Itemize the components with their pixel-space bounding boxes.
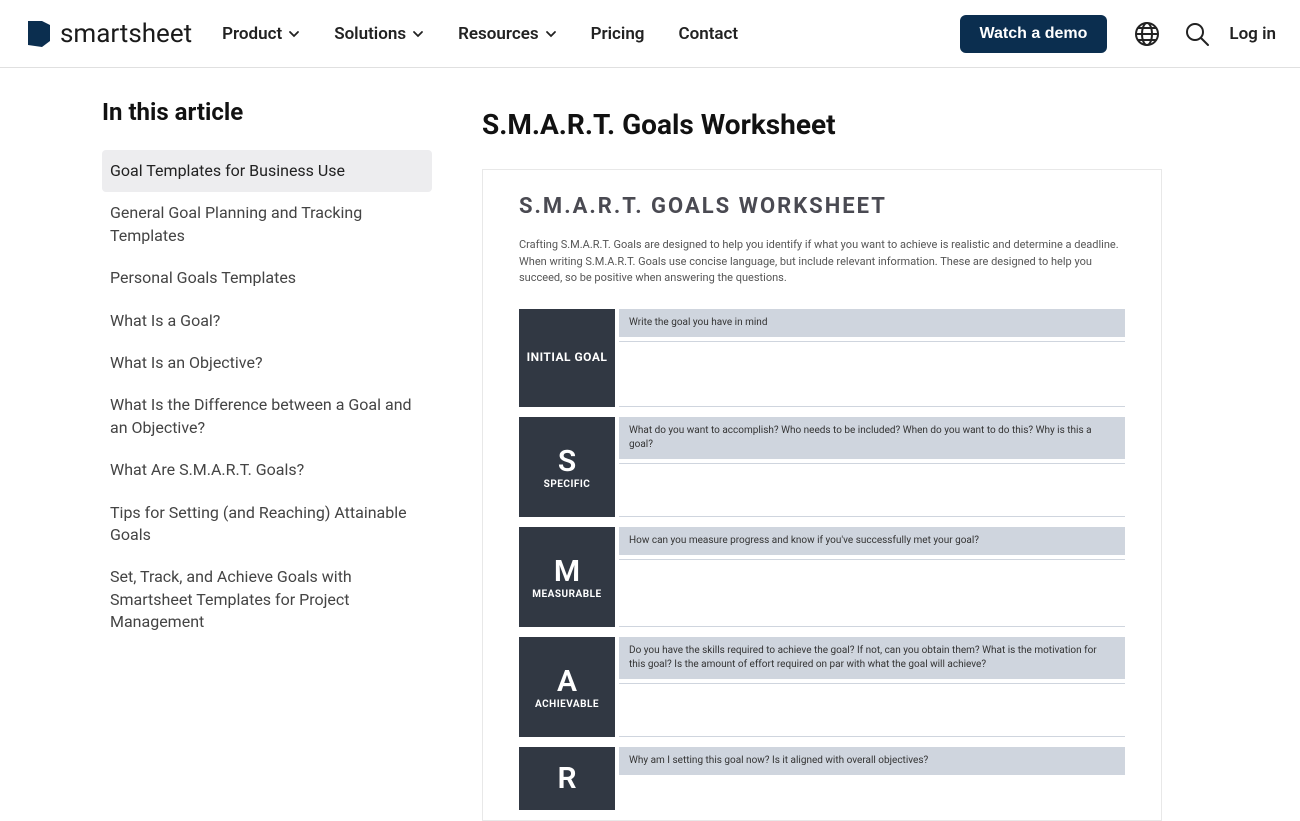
globe-icon: [1133, 20, 1161, 48]
worksheet-row: AACHIEVABLEDo you have the skills requir…: [519, 637, 1125, 737]
login-link[interactable]: Log in: [1229, 24, 1276, 44]
search-button[interactable]: [1179, 16, 1215, 52]
nav-contact-label: Contact: [678, 24, 738, 44]
worksheet-row: SSPECIFICWhat do you want to accomplish?…: [519, 417, 1125, 517]
worksheet-row-label-text: ACHIEVABLE: [535, 699, 599, 710]
worksheet-prompt: Write the goal you have in mind: [619, 309, 1125, 337]
worksheet-row-label: SSPECIFIC: [519, 417, 615, 517]
worksheet-row-label: MMEASURABLE: [519, 527, 615, 627]
worksheet-row-label-text: INITIAL GOAL: [527, 350, 608, 366]
worksheet-row-content: Why am I setting this goal now? Is it al…: [619, 747, 1125, 810]
worksheet-row-content: What do you want to accomplish? Who need…: [619, 417, 1125, 517]
worksheet-prompt: Do you have the skills required to achie…: [619, 637, 1125, 679]
worksheet-row-content: Do you have the skills required to achie…: [619, 637, 1125, 737]
worksheet-prompt: How can you measure progress and know if…: [619, 527, 1125, 555]
worksheet-title: S.M.A.R.T. GOALS WORKSHEET: [519, 194, 1125, 219]
sidebar-item[interactable]: Personal Goals Templates: [102, 257, 432, 299]
sidebar-title: In this article: [102, 98, 432, 126]
nav-product-label: Product: [222, 24, 282, 44]
chevron-down-icon: [288, 28, 300, 40]
worksheet-row-content: Write the goal you have in mind: [619, 309, 1125, 407]
sidebar-item[interactable]: What Is a Goal?: [102, 300, 432, 342]
worksheet-prompt: Why am I setting this goal now? Is it al…: [619, 747, 1125, 775]
chevron-down-icon: [412, 28, 424, 40]
sidebar-item[interactable]: What Is an Objective?: [102, 342, 432, 384]
brand-logo[interactable]: smartsheet: [24, 19, 192, 49]
worksheet-row-content: How can you measure progress and know if…: [619, 527, 1125, 627]
sidebar-item[interactable]: Tips for Setting (and Reaching) Attainab…: [102, 492, 432, 557]
watch-demo-button[interactable]: Watch a demo: [960, 15, 1108, 53]
worksheet-row-letter: R: [557, 761, 576, 796]
worksheet-input-area: [619, 463, 1125, 517]
nav-resources[interactable]: Resources: [458, 24, 557, 44]
worksheet-input-area: [619, 341, 1125, 407]
sidebar-item[interactable]: Set, Track, and Achieve Goals with Smart…: [102, 556, 432, 643]
worksheet-input-area: [619, 683, 1125, 737]
worksheet-row-label: INITIAL GOAL: [519, 309, 615, 407]
worksheet-row-label: AACHIEVABLE: [519, 637, 615, 737]
nav-product[interactable]: Product: [222, 24, 300, 44]
worksheet-row: INITIAL GOAL Write the goal you have in m…: [519, 309, 1125, 407]
worksheet-row-letter: S: [558, 444, 576, 479]
sidebar-item[interactable]: Goal Templates for Business Use: [102, 150, 432, 192]
worksheet-prompt: What do you want to accomplish? Who need…: [619, 417, 1125, 459]
sidebar-item[interactable]: What Are S.M.A.R.T. Goals?: [102, 449, 432, 491]
sidebar-item[interactable]: What Is the Difference between a Goal an…: [102, 384, 432, 449]
worksheet-row-label-text: SPECIFIC: [544, 479, 591, 490]
brand-logo-icon: [24, 19, 54, 49]
brand-name: smartsheet: [60, 19, 192, 49]
worksheet-row-letter: A: [557, 664, 577, 699]
page-title: S.M.A.R.T. Goals Worksheet: [482, 108, 1276, 141]
nav-resources-label: Resources: [458, 24, 539, 44]
worksheet-input-area: [619, 559, 1125, 627]
worksheet-intro: Crafting S.M.A.R.T. Goals are designed t…: [519, 237, 1125, 287]
nav-pricing-label: Pricing: [591, 24, 645, 44]
worksheet-row: R Why am I setting this goal now? Is it a…: [519, 747, 1125, 810]
nav-solutions[interactable]: Solutions: [334, 24, 424, 44]
worksheet-row-label-text: MEASURABLE: [532, 589, 601, 600]
language-button[interactable]: [1129, 16, 1165, 52]
sidebar-item[interactable]: General Goal Planning and Tracking Templ…: [102, 192, 432, 257]
smart-goals-worksheet: S.M.A.R.T. GOALS WORKSHEET Crafting S.M.…: [482, 169, 1162, 821]
nav-contact[interactable]: Contact: [678, 24, 738, 44]
nav-pricing[interactable]: Pricing: [591, 24, 645, 44]
nav-solutions-label: Solutions: [334, 24, 406, 44]
chevron-down-icon: [545, 28, 557, 40]
worksheet-row: MMEASURABLEHow can you measure progress …: [519, 527, 1125, 627]
worksheet-row-letter: M: [554, 554, 580, 589]
worksheet-row-label: R: [519, 747, 615, 810]
search-icon: [1183, 20, 1211, 48]
